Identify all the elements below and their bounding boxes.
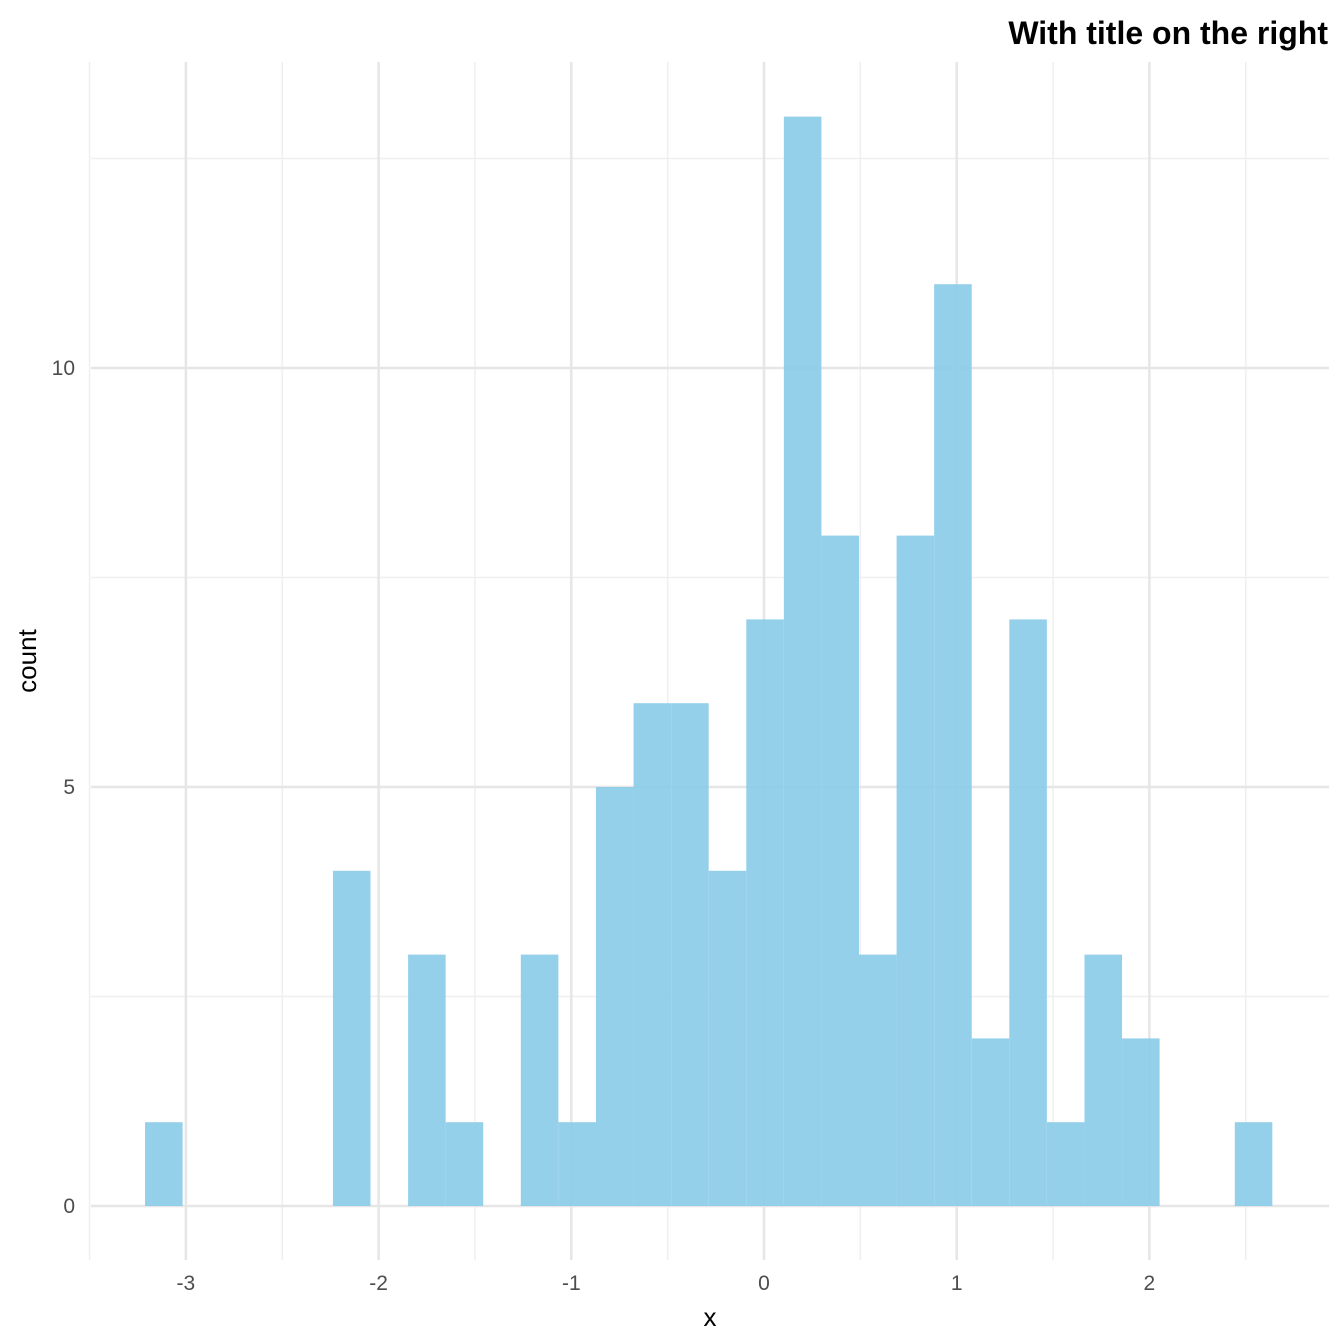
histogram-bar [746, 619, 784, 1206]
histogram-bar [1234, 1122, 1273, 1206]
histogram-bar [445, 1122, 484, 1206]
histogram-bar [145, 1122, 183, 1206]
x-axis-label: x [704, 1302, 717, 1332]
chart-title: With title on the right [1008, 15, 1328, 51]
histogram-bar [1009, 619, 1047, 1206]
y-axis-tick-labels: 0 5 10 [52, 357, 75, 1218]
x-axis-tick-labels: -3 -2 -1 0 1 2 [177, 1272, 1156, 1295]
histogram-bar [520, 954, 559, 1206]
histogram-bar [671, 703, 709, 1206]
histogram-bar [633, 703, 672, 1206]
histogram-bar [558, 1122, 596, 1206]
histogram-bar [971, 1038, 1010, 1206]
x-tick-label: -3 [177, 1272, 196, 1295]
histogram-bar [934, 284, 972, 1206]
x-tick-label: 1 [951, 1272, 963, 1295]
y-tick-label: 5 [63, 776, 75, 799]
x-tick-label: -1 [562, 1272, 581, 1295]
histogram-bars [145, 116, 1273, 1207]
minor-gridlines [88, 62, 1329, 1260]
y-tick-label: 10 [52, 357, 75, 380]
y-tick-label: 0 [63, 1195, 75, 1218]
y-axis-label: count [12, 628, 42, 692]
histogram-bar [1084, 954, 1123, 1206]
x-tick-label: -2 [369, 1272, 388, 1295]
x-tick-label: 0 [758, 1272, 770, 1295]
histogram-bar [896, 535, 935, 1206]
histogram-bar [332, 870, 371, 1206]
histogram-bar [595, 787, 634, 1206]
histogram-bar [783, 116, 822, 1207]
histogram-bar [1122, 1038, 1160, 1206]
histogram-bar [408, 954, 446, 1206]
histogram-bar [708, 870, 747, 1206]
histogram-bar [821, 535, 860, 1206]
x-tick-label: 2 [1144, 1272, 1156, 1295]
histogram-bar [1046, 1122, 1085, 1206]
histogram-bar [859, 954, 897, 1206]
